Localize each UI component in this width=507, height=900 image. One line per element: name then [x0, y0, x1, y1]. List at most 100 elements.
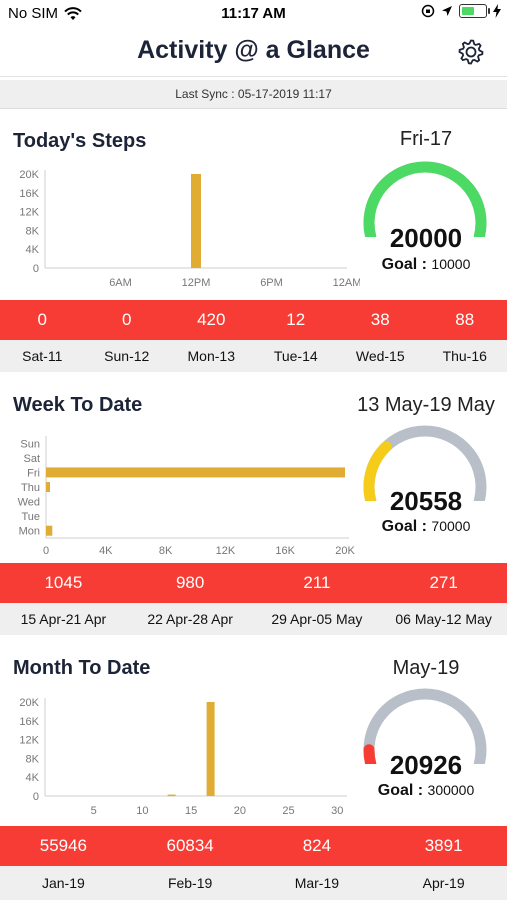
today-steps-chart: 0 4K 8K 12K 16K 20K 6AM 12PM 6PM 12AM	[19, 169, 360, 289]
charging-bolt-icon	[493, 4, 501, 18]
day-label[interactable]: Tue-14	[273, 348, 318, 364]
week-goal-label: Goal :	[381, 518, 432, 535]
y-tick-label: 20K	[19, 697, 39, 709]
last-sync-bar: Last Sync : 05-17-2019 11:17	[0, 80, 507, 109]
x-tick-label: 4K	[99, 545, 113, 557]
gauge-fill	[363, 161, 487, 237]
weekly-steps-value: 211	[303, 573, 331, 592]
month-to-date-chart: 0 4K 8K 12K 16K 20K 5 10 15 20 25 30	[19, 697, 347, 817]
orientation-lock-icon	[421, 4, 435, 18]
month-goal-value: 300000	[427, 782, 475, 798]
gauge-track	[363, 688, 487, 764]
location-arrow-icon	[442, 6, 452, 16]
month-date-label: May-19	[392, 657, 460, 679]
app-header: Activity @ a Glance	[0, 28, 507, 77]
battery-icon	[459, 4, 490, 18]
chart-bar	[46, 482, 50, 492]
week-label[interactable]: 15 Apr-21 Apr	[20, 611, 107, 627]
day-label[interactable]: Thu-16	[442, 348, 487, 364]
chart-bar	[46, 525, 53, 536]
week-labels-row: 15 Apr-21 Apr 22 Apr-28 Apr 29 Apr-05 Ma…	[0, 603, 507, 635]
y-tick-label: 0	[33, 791, 39, 803]
wifi-icon	[64, 6, 82, 20]
daily-steps-strip: 0 0 420 12 38 88	[0, 300, 507, 340]
gear-icon[interactable]	[457, 38, 485, 66]
y-tick-label: Thu	[21, 482, 40, 494]
daily-steps-value: 88	[455, 310, 475, 329]
today-date-label: Fri-17	[399, 128, 453, 150]
chart-bar	[46, 467, 345, 478]
status-right	[421, 4, 501, 18]
gauge-fill	[363, 441, 392, 501]
day-label[interactable]: Mon-13	[187, 348, 235, 364]
today-goal-value: 10000	[431, 256, 471, 272]
week-goal: Goal : 70000	[360, 518, 492, 536]
week-label[interactable]: 06 May-12 May	[395, 611, 492, 627]
x-tick-label: 16K	[275, 545, 295, 557]
month-label[interactable]: Apr-19	[422, 875, 465, 891]
y-tick-label: 12K	[19, 207, 39, 219]
chart-bar	[167, 794, 176, 797]
status-left: No SIM	[8, 5, 82, 22]
today-goal-gauge	[363, 161, 487, 237]
week-label[interactable]: 29 Apr-05 May	[271, 611, 363, 627]
week-goal-gauge	[363, 425, 487, 501]
weekly-steps-value: 271	[429, 573, 458, 592]
month-goal-gauge	[363, 688, 487, 764]
status-time: 11:17 AM	[221, 5, 286, 22]
x-tick-label: 12PM	[182, 277, 211, 289]
week-label[interactable]: 22 Apr-28 Apr	[147, 611, 233, 627]
x-tick-label: 8K	[159, 545, 173, 557]
daily-steps-value: 420	[197, 310, 226, 329]
day-labels-row: Sat-11 Sun-12 Mon-13 Tue-14 Wed-15 Thu-1…	[0, 340, 507, 372]
month-steps-value: 20926	[389, 750, 463, 780]
gauge-fill	[363, 744, 377, 764]
x-tick-label: 20K	[335, 545, 355, 557]
day-label[interactable]: Sun-12	[104, 348, 150, 364]
x-tick-label: 6AM	[109, 277, 132, 289]
chart-bar	[206, 702, 215, 796]
y-tick-label: Sun	[20, 438, 40, 450]
week-section-title: Week To Date	[13, 394, 143, 416]
month-label[interactable]: Jan-19	[41, 875, 85, 891]
x-tick-label: 20	[234, 805, 246, 817]
y-tick-label: 4K	[26, 772, 40, 784]
day-label[interactable]: Wed-15	[355, 348, 405, 364]
day-label[interactable]: Sat-11	[22, 348, 63, 364]
x-tick-label: 25	[282, 805, 294, 817]
y-tick-label: 16K	[19, 716, 39, 728]
y-tick-label: Wed	[18, 497, 40, 509]
monthly-steps-value: 824	[302, 836, 332, 855]
chart-bar	[191, 174, 201, 268]
month-label[interactable]: Feb-19	[167, 875, 213, 891]
month-labels-row: Jan-19 Feb-19 Mar-19 Apr-19	[0, 866, 507, 900]
x-tick-label: 30	[331, 805, 343, 817]
y-tick-label: 4K	[26, 244, 40, 256]
x-tick-label: 10	[136, 805, 148, 817]
weekly-steps-strip: 1045 980 211 271	[0, 563, 507, 603]
y-tick-label: Fri	[27, 467, 40, 479]
month-section-title: Month To Date	[13, 657, 151, 679]
y-tick-label: Mon	[19, 526, 40, 538]
monthly-steps-strip: 55946 60834 824 3891	[0, 826, 507, 866]
weekly-steps-value: 980	[175, 573, 205, 592]
monthly-steps-value: 3891	[424, 836, 463, 855]
y-tick-label: 8K	[26, 225, 40, 237]
daily-steps-value: 38	[370, 310, 390, 329]
monthly-steps-value: 60834	[166, 836, 214, 855]
monthly-steps-value: 55946	[39, 836, 88, 855]
page-title: Activity @ a Glance	[137, 36, 370, 64]
today-goal-label: Goal :	[381, 256, 432, 273]
month-label[interactable]: Mar-19	[294, 875, 340, 891]
daily-steps-value: 0	[37, 310, 47, 329]
y-tick-label: 8K	[26, 753, 40, 765]
y-tick-label: 16K	[19, 188, 39, 200]
y-tick-label: 20K	[19, 169, 39, 181]
carrier-label: No SIM	[8, 5, 59, 22]
y-tick-label: Sat	[23, 453, 40, 465]
x-tick-label: 5	[91, 805, 97, 817]
weekly-steps-value: 1045	[44, 573, 83, 592]
week-goal-value: 70000	[431, 518, 471, 534]
y-tick-label: 0	[33, 263, 39, 275]
